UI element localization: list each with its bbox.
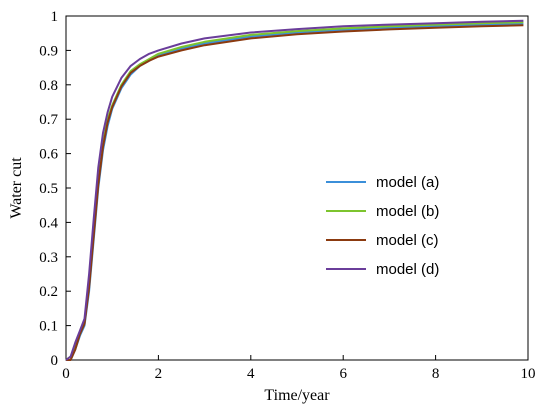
- legend-label: model (d): [376, 261, 439, 278]
- series-line-0: [66, 22, 524, 361]
- x-tick-label: 8: [432, 366, 440, 382]
- series-lines: [65, 19, 524, 361]
- x-tick-label: 4: [247, 366, 255, 382]
- x-tick-label: 2: [155, 366, 163, 382]
- legend-label: model (a): [376, 174, 439, 191]
- y-tick-label: 0: [51, 353, 59, 369]
- series-line-1: [65, 21, 524, 361]
- y-tick-label: 0.1: [39, 319, 58, 335]
- series-line-3: [65, 19, 524, 361]
- x-tick-label: 0: [62, 366, 70, 382]
- y-tick-label: 0.5: [39, 181, 58, 197]
- legend-label: model (c): [376, 232, 439, 249]
- y-tick-label: 0.2: [39, 284, 58, 300]
- y-axis-title: Water cut: [8, 157, 25, 219]
- y-axis-ticks: 0 0.1 0.2 0.3 0.4 0.5 0.6 0.7 0.8 0.9 1: [39, 9, 71, 369]
- series-line-2: [66, 24, 524, 361]
- x-axis-title: Time/year: [264, 387, 330, 404]
- y-tick-label: 0.8: [39, 78, 58, 94]
- y-tick-label: 0.6: [39, 147, 58, 163]
- y-tick-label: 0.4: [39, 215, 58, 231]
- y-tick-label: 1: [51, 9, 59, 25]
- y-tick-label: 0.9: [39, 43, 58, 59]
- legend: model (a) model (b) model (c) model (d): [326, 174, 439, 278]
- x-tick-label: 10: [521, 366, 536, 382]
- x-tick-label: 6: [339, 366, 347, 382]
- legend-label: model (b): [376, 203, 439, 220]
- y-tick-label: 0.3: [39, 250, 58, 266]
- x-axis-ticks: 0 2 4 6 8 10: [62, 355, 536, 382]
- y-tick-label: 0.7: [39, 112, 58, 128]
